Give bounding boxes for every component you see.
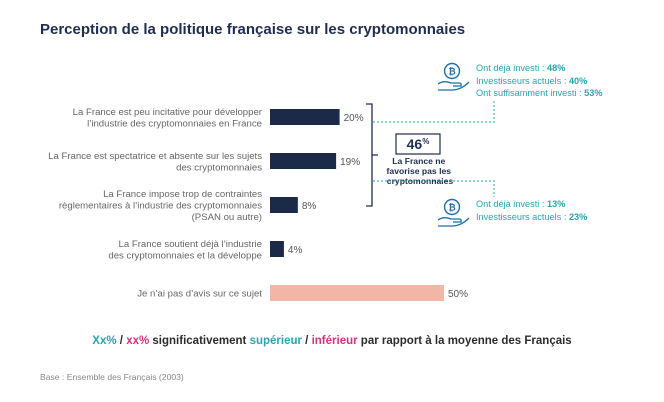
bar-3 bbox=[270, 197, 298, 213]
chart-title: Perception de la politique française sur… bbox=[40, 21, 466, 38]
value-label-1: 20% bbox=[344, 113, 364, 124]
callout-caption: La France ne favorise pas les cryptomonn… bbox=[387, 156, 454, 186]
category-label-1: La France est peu incitative pour dévelo… bbox=[73, 107, 263, 130]
coin-hand-icon: ₿ bbox=[437, 198, 470, 227]
legend-superior-word: supérieur bbox=[249, 335, 302, 347]
annotation-line: Investisseurs actuels : 40% bbox=[476, 75, 588, 86]
category-label-5: Je n’ai pas d’avis sur ce sujet bbox=[137, 289, 262, 300]
callout-box bbox=[395, 133, 441, 155]
bars-group bbox=[270, 109, 444, 301]
annotation-line: Ont déjà investi : 48% bbox=[476, 63, 566, 73]
category-labels-group: La France est peu incitative pour dévelo… bbox=[48, 107, 263, 300]
annotation-line: Investisseurs actuels : 23% bbox=[476, 211, 588, 222]
svg-text:₿: ₿ bbox=[448, 203, 455, 213]
category-label-2: La France est spectatrice et absente sur… bbox=[48, 151, 262, 174]
bar-5 bbox=[270, 285, 444, 301]
bar-4 bbox=[270, 241, 284, 257]
value-label-5: 50% bbox=[448, 289, 468, 300]
legend-inferior-sample: xx% bbox=[126, 335, 150, 347]
bar-2 bbox=[270, 153, 337, 169]
connector-dashed-bottom bbox=[373, 180, 495, 197]
base-note: Base : Ensemble des Français (2003) bbox=[40, 372, 184, 382]
significance-legend: Xx% / xx% significativement supérieur / … bbox=[92, 335, 572, 347]
bar-1 bbox=[270, 109, 340, 125]
annotation-line: Ont suffisamment investi : 53% bbox=[476, 88, 603, 98]
annotation-top: Ont déjà investi : 48% Investisseurs act… bbox=[476, 62, 602, 100]
value-label-4: 4% bbox=[288, 245, 303, 256]
legend-inferior-word: inférieur bbox=[311, 335, 358, 347]
bar-chart: La France est peu incitative pour dévelo… bbox=[48, 62, 495, 301]
value-label-2: 19% bbox=[340, 157, 360, 168]
callout-value: 46% bbox=[407, 136, 430, 152]
category-label-3: La France impose trop de contraintes règl… bbox=[59, 189, 262, 223]
annotation-bottom: Ont déjà investi : 13% Investisseurs act… bbox=[476, 198, 587, 223]
legend-superior-sample: Xx% bbox=[92, 335, 117, 347]
annotation-line: Ont déjà investi : 13% bbox=[476, 199, 566, 209]
connector-dashed-top bbox=[373, 100, 495, 123]
svg-text:₿: ₿ bbox=[448, 67, 455, 77]
value-label-3: 8% bbox=[302, 201, 317, 212]
group-bracket bbox=[366, 103, 378, 207]
value-labels-group: 20% 19% 8% 4% 50% bbox=[288, 113, 468, 300]
coin-hand-icon: ₿ bbox=[437, 62, 470, 91]
category-label-4: La France soutient déjà l’industrie des c… bbox=[108, 239, 262, 262]
